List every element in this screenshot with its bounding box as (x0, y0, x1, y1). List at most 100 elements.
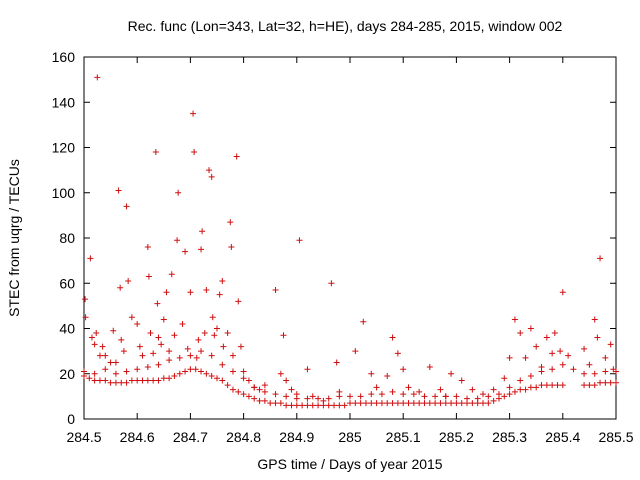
data-point (187, 289, 194, 296)
data-point (527, 384, 534, 391)
data-point (192, 366, 199, 373)
data-point (187, 352, 194, 359)
data-point (559, 289, 566, 296)
data-point (155, 377, 162, 384)
data-point (591, 370, 598, 377)
data-point (469, 386, 476, 393)
data-point (182, 368, 189, 375)
data-point (591, 316, 598, 323)
data-point (154, 300, 161, 307)
data-point (543, 334, 550, 341)
data-point (517, 377, 524, 384)
data-point (288, 402, 295, 409)
data-point (91, 341, 98, 348)
data-point (389, 334, 396, 341)
data-point (112, 359, 119, 366)
data-point (373, 384, 380, 391)
data-point (112, 370, 119, 377)
data-point (283, 393, 290, 400)
data-point (389, 400, 396, 407)
data-point (198, 246, 205, 253)
data-point (597, 379, 604, 386)
data-point (229, 386, 236, 393)
x-tick-label: 285.2 (439, 429, 474, 445)
data-point (227, 219, 234, 226)
data-point (256, 386, 263, 393)
data-point (179, 320, 186, 327)
data-point (184, 345, 191, 352)
data-point (410, 391, 417, 398)
data-point (107, 379, 114, 386)
x-tick-label: 285.1 (386, 429, 421, 445)
data-point (320, 402, 327, 409)
data-point (123, 379, 130, 386)
x-tick-label: 285.3 (492, 429, 527, 445)
data-point (527, 373, 534, 380)
data-point (160, 316, 167, 323)
data-point (144, 244, 151, 251)
data-point (296, 237, 303, 244)
data-point (123, 368, 130, 375)
data-point (570, 366, 577, 373)
data-point (136, 343, 143, 350)
data-point (261, 382, 268, 389)
data-point (538, 382, 545, 389)
data-point (96, 377, 103, 384)
data-point (309, 402, 316, 409)
data-point (235, 388, 242, 395)
x-axis-label: GPS time / Days of year 2015 (257, 456, 442, 472)
data-point (228, 244, 235, 251)
data-point (549, 350, 556, 357)
data-point (368, 370, 375, 377)
data-point (293, 395, 300, 402)
data-point (224, 330, 231, 337)
data-point (400, 366, 407, 373)
x-tick-label: 284.9 (279, 429, 314, 445)
data-point (421, 400, 428, 407)
data-point (352, 348, 359, 355)
data-point (201, 330, 208, 337)
data-point (190, 110, 197, 117)
data-point (442, 393, 449, 400)
data-point (171, 332, 178, 339)
data-point (533, 384, 540, 391)
data-point (360, 318, 367, 325)
data-point (240, 368, 247, 375)
data-point (87, 255, 94, 262)
data-points (81, 74, 619, 409)
data-point (224, 382, 231, 389)
data-point (91, 377, 98, 384)
data-point (235, 298, 242, 305)
data-point (437, 386, 444, 393)
data-point (538, 368, 545, 375)
data-point (272, 287, 279, 294)
data-point (150, 377, 157, 384)
data-point (208, 352, 215, 359)
data-point (155, 334, 162, 341)
data-point (331, 402, 338, 409)
data-point (88, 334, 95, 341)
data-point (394, 350, 401, 357)
data-point (125, 277, 132, 284)
data-point (110, 327, 117, 334)
data-point (437, 400, 444, 407)
data-point (94, 74, 101, 81)
data-point (182, 248, 189, 255)
data-point (168, 271, 175, 278)
x-tick-label: 284.6 (120, 429, 155, 445)
data-point (549, 382, 556, 389)
data-point (272, 391, 279, 398)
data-point (166, 375, 173, 382)
data-point (203, 287, 210, 294)
data-point (480, 391, 486, 398)
data-point (150, 350, 157, 357)
data-point (315, 402, 322, 409)
data-point (410, 400, 417, 407)
data-point (219, 377, 226, 384)
data-point (93, 330, 100, 337)
data-point (158, 341, 165, 348)
data-point (607, 379, 614, 386)
data-point (112, 379, 119, 386)
